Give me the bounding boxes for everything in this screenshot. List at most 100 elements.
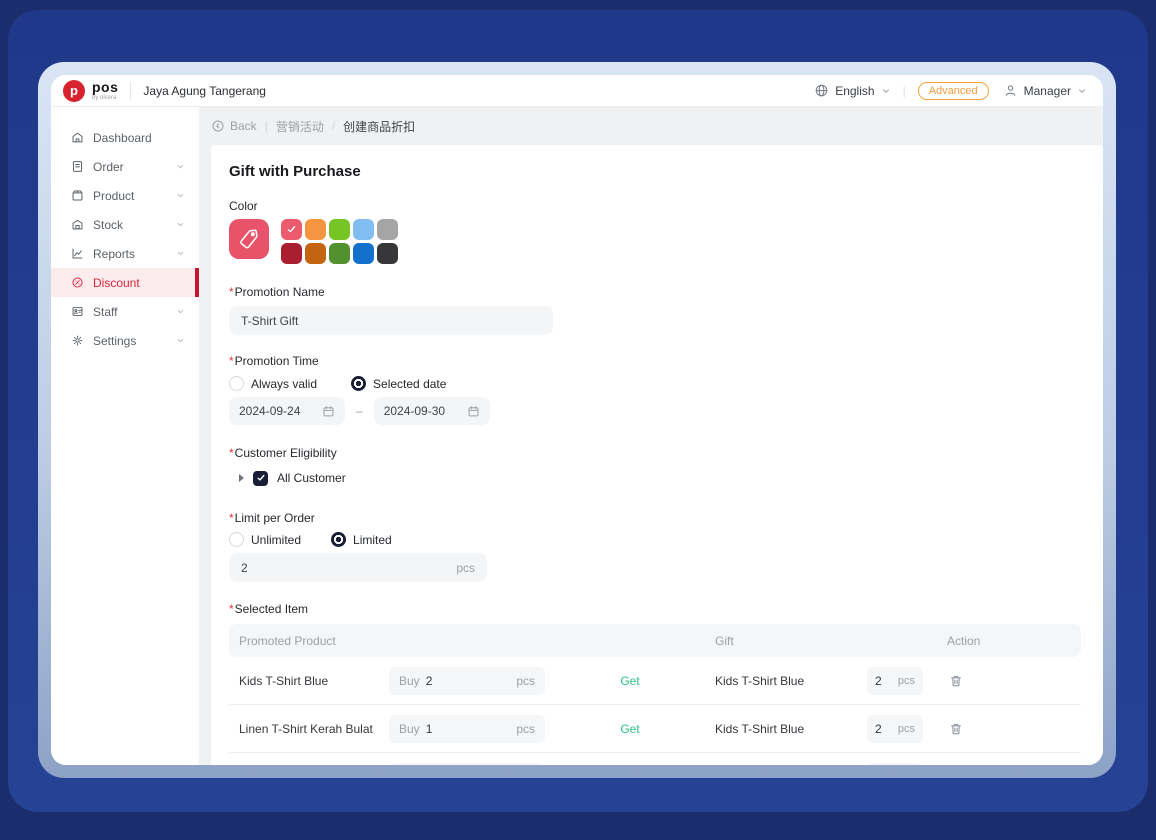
sidebar-item-label: Reports <box>93 246 136 261</box>
buy-label: Buy <box>399 721 420 736</box>
limit-quantity-value: 2 <box>241 560 248 575</box>
radio-label: Limited <box>353 532 392 547</box>
user-menu[interactable]: Manager <box>1003 83 1087 98</box>
top-bar: p pos by olsera Jaya Agung Tangerang Eng… <box>51 75 1103 107</box>
breadcrumb-separator: / <box>331 119 336 133</box>
required-mark: * <box>229 446 234 460</box>
promoted-product-name: Kids T-Shirt Blue <box>239 673 329 688</box>
buy-quantity-input[interactable]: Buy 1 pcs <box>389 714 545 743</box>
end-date-input[interactable]: 2024-09-30 <box>373 397 490 425</box>
radio-limited[interactable]: Limited <box>331 532 392 547</box>
get-label: Get <box>620 673 640 688</box>
color-swatch[interactable] <box>377 243 398 264</box>
start-date-input[interactable]: 2024-09-24 <box>229 397 345 425</box>
required-mark: * <box>229 511 234 525</box>
sidebar-item-label: Settings <box>93 333 137 348</box>
all-customer-checkbox[interactable] <box>253 470 268 486</box>
breadcrumb-current: 创建商品折扣 <box>343 119 416 134</box>
required-mark: * <box>229 354 234 368</box>
radio-checked-icon <box>331 532 347 547</box>
limit-quantity-input[interactable]: 2 pcs <box>229 553 487 582</box>
sidebar-item-staff[interactable]: Staff <box>51 297 199 326</box>
reports-icon <box>71 247 84 260</box>
color-swatch[interactable] <box>305 219 326 240</box>
breadcrumb-section[interactable]: 营销活动 <box>275 119 324 134</box>
date-range-separator: – <box>356 404 363 418</box>
color-label: Color <box>229 199 258 213</box>
staff-icon <box>71 305 84 318</box>
color-palette <box>281 219 398 264</box>
chevron-down-icon <box>176 220 185 229</box>
color-swatch[interactable] <box>329 219 350 240</box>
header-text-divider: | <box>902 83 906 98</box>
color-swatch[interactable] <box>305 243 326 264</box>
gift-quantity-input[interactable] <box>867 763 923 765</box>
chevron-down-icon <box>1077 86 1087 96</box>
unit-label: pcs <box>516 721 535 736</box>
expand-caret-icon[interactable] <box>239 474 244 482</box>
promotion-time-label: *Promotion Time <box>229 354 319 368</box>
gift-quantity-value: 2 <box>875 721 882 736</box>
language-selector[interactable]: English <box>814 83 890 98</box>
sidebar-item-label: Staff <box>93 304 118 319</box>
delete-row-button[interactable] <box>949 722 1071 736</box>
sidebar-item-order[interactable]: Order <box>51 152 199 181</box>
buy-label: Buy <box>399 673 420 688</box>
date-range: 2024-09-24 – 2024-09-30 <box>229 397 1081 425</box>
chevron-down-icon <box>176 336 185 345</box>
buy-quantity-value: 1 <box>425 721 433 736</box>
chevron-down-icon <box>881 86 891 96</box>
all-customer-label: All Customer <box>277 471 346 485</box>
promotion-name-input[interactable]: T-Shirt Gift <box>229 306 553 335</box>
radio-always-valid[interactable]: Always valid <box>229 376 317 391</box>
radio-unlimited[interactable]: Unlimited <box>229 532 301 547</box>
page-title: Gift with Purchase <box>229 163 361 180</box>
promotion-name-label: *Promotion Name <box>229 285 325 299</box>
color-swatch[interactable] <box>377 219 398 240</box>
radio-label: Always valid <box>251 376 318 391</box>
sidebar-item-label: Discount <box>93 275 140 290</box>
plan-badge[interactable]: Advanced <box>917 81 989 100</box>
chevron-down-icon <box>176 307 185 316</box>
required-mark: * <box>229 285 234 299</box>
sidebar-item-discount[interactable]: Discount <box>51 268 199 297</box>
buy-quantity-input[interactable] <box>389 763 545 765</box>
back-button[interactable]: Back <box>211 119 257 133</box>
brand-logo[interactable]: p pos by olsera <box>63 79 118 102</box>
customer-eligibility-label: *Customer Eligibility <box>229 446 337 460</box>
color-swatch[interactable] <box>353 219 374 240</box>
radio-selected-date[interactable]: Selected date <box>351 376 446 391</box>
sidebar-item-dashboard[interactable]: Dashboard <box>51 123 199 152</box>
brand-byline: by olsera <box>92 95 117 101</box>
table-row <box>229 753 1081 765</box>
limit-options: Unlimited Limited <box>229 532 1081 547</box>
sidebar-item-settings[interactable]: Settings <box>51 326 199 355</box>
color-swatch-selected[interactable] <box>281 219 302 240</box>
sidebar-item-product[interactable]: Product <box>51 181 199 210</box>
discount-icon <box>71 276 84 289</box>
gift-quantity-input[interactable]: 2 pcs <box>867 666 923 695</box>
radio-unchecked-icon <box>229 532 244 547</box>
unit-label: pcs <box>516 673 535 688</box>
sidebar-item-label: Dashboard <box>93 130 152 145</box>
product-icon <box>71 189 84 202</box>
color-swatch[interactable] <box>353 243 374 264</box>
stock-icon <box>71 218 84 231</box>
buy-quantity-input[interactable]: Buy 2 pcs <box>389 666 545 695</box>
sidebar-item-reports[interactable]: Reports <box>51 239 199 268</box>
sidebar-item-label: Stock <box>93 217 124 232</box>
breadcrumb-divider: | <box>264 119 268 133</box>
tag-icon <box>237 227 261 251</box>
form-card: Gift with Purchase Color <box>211 145 1103 765</box>
gift-quantity-input[interactable]: 2 pcs <box>867 714 923 743</box>
back-icon <box>211 119 225 133</box>
language-label: English <box>835 83 875 98</box>
user-role-label: Manager <box>1023 83 1071 98</box>
delete-row-button[interactable] <box>949 674 1071 688</box>
customer-eligibility-row: All Customer <box>229 470 1081 486</box>
order-icon <box>71 160 84 173</box>
color-swatch[interactable] <box>281 243 302 264</box>
color-picker <box>229 219 1081 264</box>
color-swatch[interactable] <box>329 243 350 264</box>
sidebar-item-stock[interactable]: Stock <box>51 210 199 239</box>
